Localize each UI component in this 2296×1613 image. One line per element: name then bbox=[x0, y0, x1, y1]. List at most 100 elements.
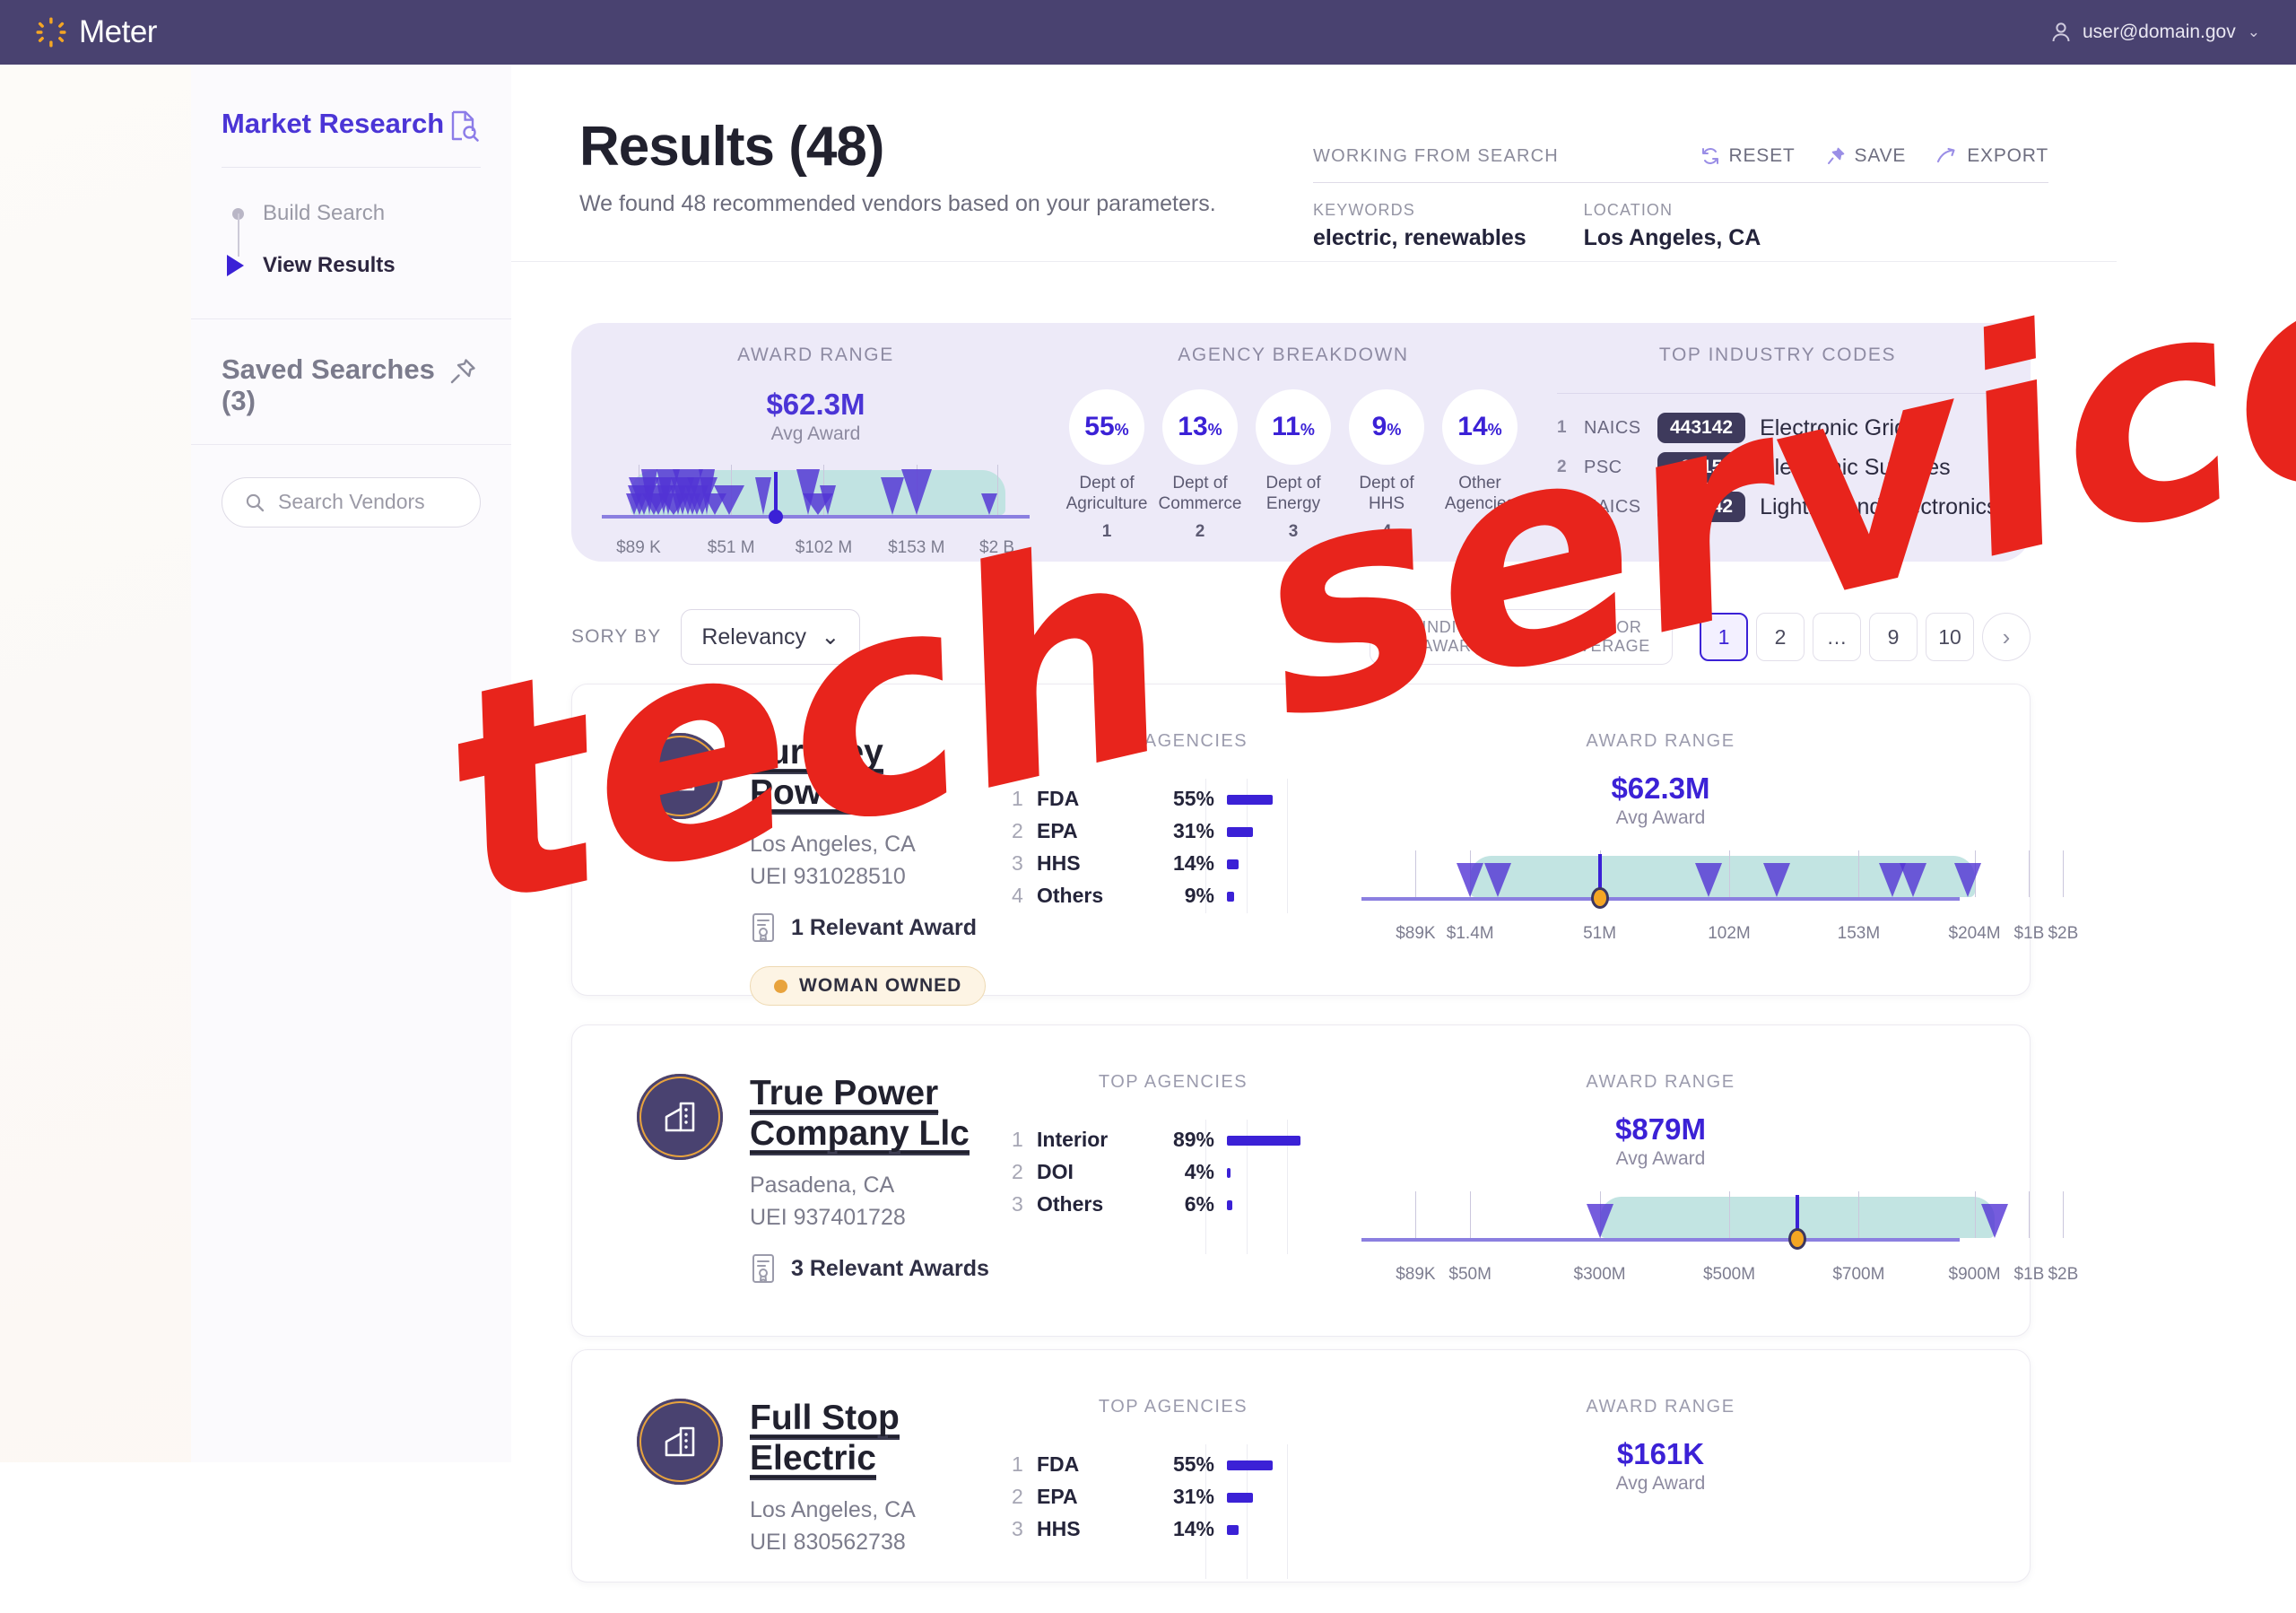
results-title-block: Results (48) We found 48 recommended ven… bbox=[579, 115, 1216, 251]
agency-name: Others bbox=[1037, 1191, 1104, 1216]
pagination-page-1[interactable]: 1 bbox=[1700, 613, 1748, 661]
vendor-award-range: AWARD RANGE $62.3M Avg Award $89K $1.4M 51M 10… bbox=[1352, 684, 2078, 995]
location-field[interactable]: LOCATION Los Angeles, CA bbox=[1584, 201, 1761, 251]
axis-tick bbox=[1415, 850, 1417, 897]
agency-breakdown-item: 14% Other Agencies 5 bbox=[1436, 389, 1524, 542]
agency-name: Dept of Energy bbox=[1265, 474, 1321, 513]
pagination-next-button[interactable]: › bbox=[1982, 613, 2031, 661]
award-range-chart bbox=[1361, 1173, 2065, 1261]
agency-bar bbox=[1227, 1136, 1300, 1146]
axis-tick-label: $700M bbox=[1832, 1265, 1885, 1284]
legend-individual-award: INDIVIDUAL AWARD bbox=[1392, 618, 1518, 655]
industry-code-row[interactable]: 3 NAICS 812142 Lighting and Electronics bbox=[1557, 487, 1998, 527]
industry-code-row[interactable]: 2 PSC 6515 Electronic Supplies bbox=[1557, 448, 1998, 487]
save-button[interactable]: SAVE bbox=[1826, 145, 1907, 167]
agency-bar-table: 1 FDA 55% 2 EPA 31% 3 HHS 14% bbox=[1012, 1444, 1352, 1579]
keywords-label: KEYWORDS bbox=[1313, 201, 1415, 219]
reset-label: RESET bbox=[1728, 145, 1796, 166]
sidebar: Market Research Build Search Vie bbox=[191, 74, 511, 527]
vendor-summary: Turnkey Power Los Angeles, CA UEI 93102851… bbox=[572, 684, 994, 1007]
sidebar-item-build-search[interactable]: Build Search bbox=[263, 187, 481, 240]
agency-percent: 89% bbox=[1172, 1127, 1214, 1151]
pagination-page-9[interactable]: 9 bbox=[1869, 613, 1918, 661]
vendor-card[interactable]: Full Stop Electric Los Angeles, CA UEI 830… bbox=[571, 1349, 2031, 1582]
reset-button[interactable]: RESET bbox=[1700, 145, 1796, 167]
brand-logo[interactable]: Meter bbox=[36, 14, 157, 50]
account-menu[interactable]: user@domain.gov ⌄ bbox=[2051, 22, 2260, 43]
sort-select[interactable]: Relevancy ⌄ bbox=[681, 609, 861, 665]
code-type: PSC bbox=[1584, 457, 1622, 477]
axis-tick bbox=[1415, 1191, 1417, 1238]
agency-percent: 31% bbox=[1172, 818, 1214, 842]
axis-tick bbox=[1729, 850, 1730, 897]
avg-award-value: $62.3M bbox=[1611, 772, 1710, 805]
agency-percent-bubble: 14% bbox=[1442, 389, 1518, 465]
individual-award-marker bbox=[1586, 1204, 1613, 1238]
export-button[interactable]: EXPORT bbox=[1936, 145, 2048, 167]
axis-tick-label: $900M bbox=[1948, 1265, 2001, 1284]
search-input[interactable]: Search Vendors bbox=[222, 476, 481, 527]
summary-industry-codes: TOP INDUSTRY CODES 1 NAICS 443142 Electroni… bbox=[1526, 323, 2029, 562]
code-type: NAICS bbox=[1584, 417, 1641, 438]
agency-rank: 4 bbox=[1381, 521, 1392, 541]
pagination-page-10[interactable]: 10 bbox=[1926, 613, 1974, 661]
axis-tick-label: $153 M bbox=[888, 538, 945, 557]
sidebar-section-title: Saved Searches (3) bbox=[222, 353, 435, 417]
vendor-card[interactable]: True Power Company Llc Pasadena, CA UEI 93… bbox=[571, 1024, 2078, 1337]
agency-rank: 2 bbox=[1195, 521, 1205, 541]
axis-tick-label: $102 M bbox=[795, 538, 853, 557]
agency-list: 55% Dept of Agriculture 1 13% Dept of Commer… bbox=[1060, 389, 1526, 542]
relevant-awards[interactable]: 3 Relevant Awards bbox=[750, 1253, 994, 1284]
avatar bbox=[637, 733, 723, 819]
sidebar-steps: Build Search View Results bbox=[222, 187, 481, 292]
pagination-page-2[interactable]: 2 bbox=[1756, 613, 1805, 661]
axis-tick-label: $89K bbox=[1396, 924, 1436, 943]
results-header: Results (48) We found 48 recommended ven… bbox=[511, 65, 2117, 251]
page-body: Market Research Build Search Vie bbox=[0, 65, 2296, 1582]
sidebar-section-saved-searches[interactable]: Saved Searches (3) bbox=[191, 319, 511, 445]
vendor-average-dot bbox=[768, 510, 783, 524]
award-range-tick-labels: $89 K $51 M $102 M $153 M $2 B bbox=[571, 536, 1060, 563]
pagination-page-…[interactable]: … bbox=[1813, 613, 1861, 661]
agency-row: 3 HHS 14% bbox=[1012, 847, 1352, 879]
award-range-heading: AWARD RANGE bbox=[1586, 731, 1735, 751]
code-description: Lighting and Electronics bbox=[1760, 493, 1998, 519]
vendor-card[interactable]: Turnkey Power Los Angeles, CA UEI 93102851… bbox=[571, 684, 2078, 1007]
vendor-name-link[interactable]: Turnkey Power bbox=[750, 733, 883, 815]
award-range-tick-labels: $89K $1.4M 51M 102M 153M $204M $1B $2B bbox=[1361, 920, 2078, 947]
agency-bar bbox=[1227, 827, 1253, 837]
certificate-icon bbox=[752, 913, 774, 943]
agency-percent: 13% bbox=[1178, 412, 1222, 441]
agency-bar bbox=[1227, 795, 1273, 805]
agency-row: 2 EPA 31% bbox=[1012, 1480, 1352, 1513]
vendor-name-link[interactable]: True Power Company Llc bbox=[750, 1074, 970, 1155]
axis-tick-label: $500M bbox=[1702, 1265, 1756, 1284]
working-from-search-panel: WORKING FROM SEARCH RESET bbox=[1313, 115, 2048, 251]
avg-award-value: $161K bbox=[1616, 1437, 1705, 1470]
agency-name: Others bbox=[1037, 883, 1104, 907]
sidebar-section-market-research[interactable]: Market Research Build Search Vie bbox=[191, 74, 511, 319]
axis-tick-label: $204M bbox=[1948, 924, 2001, 943]
vendor-name-link[interactable]: Full Stop Electric bbox=[750, 1399, 900, 1480]
triangle-marker-icon bbox=[1392, 626, 1413, 648]
vendor-location: Pasadena, CA bbox=[750, 1172, 895, 1198]
agency-rank: 4 bbox=[1012, 883, 1023, 907]
agency-percent: 55% bbox=[1172, 786, 1214, 810]
vendor-location: Los Angeles, CA bbox=[750, 831, 916, 857]
axis-tick-label: $89K bbox=[1396, 1265, 1436, 1284]
search-placeholder: Search Vendors bbox=[278, 490, 425, 514]
avatar bbox=[637, 1074, 723, 1160]
agency-name: DOI bbox=[1037, 1159, 1074, 1183]
code-description: Electronic Grids bbox=[1760, 414, 1918, 440]
industry-code-row[interactable]: 1 NAICS 443142 Electronic Grids bbox=[1557, 408, 1998, 448]
top-agencies-heading: TOP AGENCIES bbox=[1098, 731, 1248, 751]
avg-award-caption: Avg Award bbox=[1615, 1473, 1706, 1494]
relevant-awards[interactable]: 1 Relevant Award bbox=[750, 912, 994, 943]
building-icon bbox=[665, 1102, 695, 1132]
sidebar-item-view-results[interactable]: View Results bbox=[263, 240, 481, 292]
vendor-search-wrapper: Search Vendors bbox=[191, 445, 511, 527]
agency-bar-container bbox=[1227, 857, 1309, 869]
keywords-field[interactable]: KEYWORDS electric, renewables bbox=[1313, 201, 1526, 251]
working-from-search-label: WORKING FROM SEARCH bbox=[1313, 145, 1559, 166]
agency-bar-container bbox=[1227, 1133, 1309, 1146]
